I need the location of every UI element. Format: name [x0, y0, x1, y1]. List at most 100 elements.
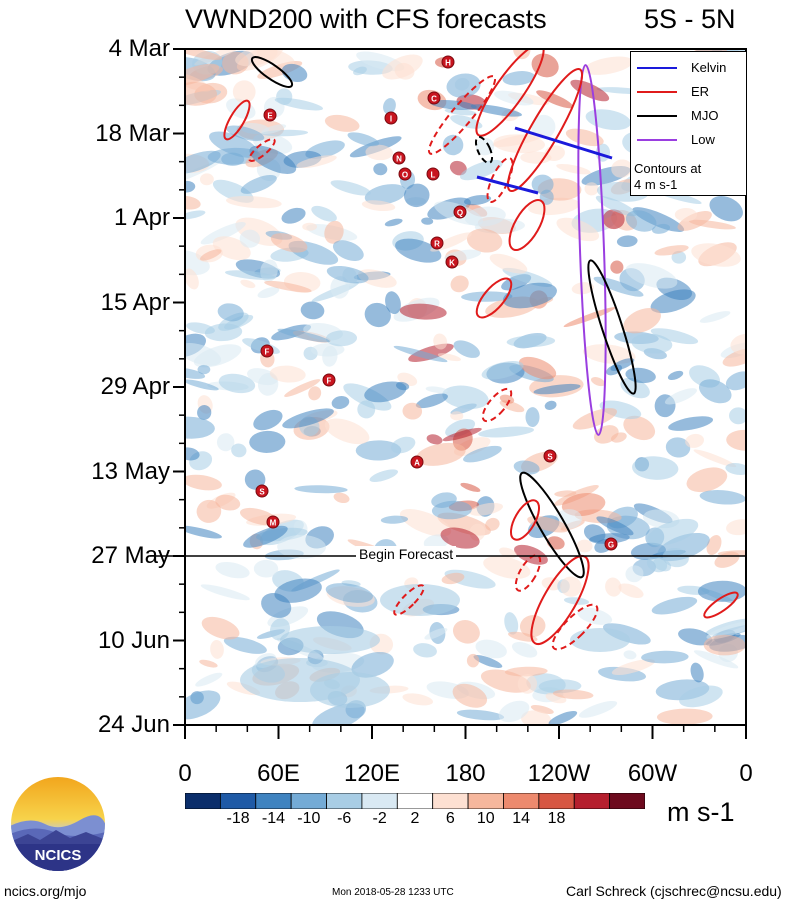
anomaly-patch — [463, 445, 502, 463]
legend-swatch-kelvin — [637, 67, 677, 69]
wave-contours — [223, 49, 739, 651]
anomaly-patch — [355, 440, 402, 461]
anomaly-patch — [185, 525, 222, 539]
legend-label-kelvin: Kelvin — [691, 60, 727, 75]
anomaly-patch — [185, 268, 199, 290]
anomaly-patch — [584, 182, 599, 196]
anomaly-patch — [531, 174, 554, 194]
colorbar-tick-label: -2 — [372, 810, 387, 827]
colorbar-swatch — [219, 793, 257, 809]
ncics-logo: NCICS — [11, 777, 105, 871]
y-tick-label: 1 Apr — [113, 204, 170, 231]
anomaly-patch — [651, 223, 671, 234]
anomaly-patch — [200, 222, 246, 245]
anomaly-patch — [610, 260, 624, 274]
storm-marker: O — [398, 167, 412, 181]
anomaly-patch — [185, 416, 215, 439]
legend-swatch-mjo — [637, 115, 677, 117]
anomaly-patch — [641, 650, 689, 664]
anomaly-patch — [440, 527, 480, 549]
anomaly-patch — [185, 379, 219, 391]
storm-marker: M — [266, 515, 280, 529]
anomaly-patch — [693, 449, 737, 468]
wave-contour — [519, 471, 585, 579]
anomaly-patch — [654, 245, 689, 256]
anomaly-patch — [185, 81, 218, 106]
anomaly-patch — [625, 210, 657, 232]
y-tick-label: 24 Jun — [97, 711, 170, 738]
anomaly-patch — [347, 132, 380, 147]
kelvin-contour — [476, 175, 539, 195]
anomaly-patch — [226, 125, 265, 142]
storm-marker-letter: K — [449, 259, 455, 268]
anomaly-patch — [726, 519, 746, 536]
anomaly-patch — [200, 249, 222, 261]
wind-field-shading — [185, 49, 746, 725]
anomaly-patch — [554, 490, 577, 497]
wave-contour — [475, 49, 545, 137]
storm-marker: R — [430, 236, 444, 250]
storm-marker: S — [255, 484, 269, 498]
begin-forecast-label: Begin Forecast — [356, 546, 457, 562]
anomaly-patch — [623, 308, 661, 334]
storm-marker: C — [427, 91, 441, 105]
anomaly-patch — [442, 134, 464, 156]
anomaly-patch — [498, 700, 530, 723]
anomaly-patch — [686, 467, 728, 493]
contour-note-line2: 4 m s-1 — [634, 177, 678, 192]
anomaly-patch — [239, 229, 261, 248]
anomaly-patch — [706, 621, 746, 640]
anomaly-patch — [399, 303, 447, 320]
anomaly-patch — [361, 200, 396, 212]
anomaly-patch — [324, 220, 344, 244]
wave-contour — [587, 259, 637, 395]
anomaly-patch — [215, 494, 241, 511]
y-tick-label: 4 Mar — [108, 35, 170, 62]
anomaly-patch — [511, 641, 538, 658]
anomaly-patch — [625, 565, 644, 583]
storm-marker-letter: I — [390, 115, 392, 124]
site-url[interactable]: ncics.org/mjo — [4, 883, 87, 899]
storm-marker: G — [604, 537, 618, 551]
anomaly-patch — [460, 159, 503, 181]
storm-marker-letter: H — [445, 59, 451, 68]
anomaly-patch — [668, 416, 714, 431]
wave-contour — [474, 136, 494, 164]
anomaly-patch — [499, 394, 515, 404]
colorbar-swatch — [396, 793, 434, 809]
anomaly-patch — [602, 623, 651, 645]
anomaly-patch — [631, 333, 673, 354]
anomaly-patch — [548, 710, 578, 725]
anomaly-patch — [437, 353, 462, 362]
storm-marker: F — [260, 344, 274, 358]
storm-marker-letter: F — [327, 377, 332, 386]
anomaly-patch — [249, 430, 286, 453]
anomaly-patch — [300, 301, 325, 320]
anomaly-patch — [563, 307, 616, 328]
anomaly-patch — [311, 205, 337, 222]
anomaly-patch — [453, 340, 480, 358]
anomaly-patch — [582, 344, 636, 365]
anomaly-patch — [525, 407, 540, 427]
wave-contour — [250, 56, 294, 88]
colorbar-tick-label: 6 — [445, 810, 455, 827]
anomaly-patch — [605, 577, 622, 597]
anomaly-patch — [618, 583, 644, 598]
anomaly-patch — [665, 437, 691, 458]
anomaly-patch — [544, 400, 557, 410]
contour-note-line1: Contours at — [634, 161, 702, 176]
anomaly-patch — [481, 360, 524, 380]
anomaly-patch — [699, 490, 746, 505]
storm-marker-letter: Q — [457, 209, 463, 218]
anomaly-patch — [700, 588, 735, 604]
anomaly-patch — [572, 408, 617, 430]
anomaly-patch — [602, 209, 625, 230]
anomaly-patch — [277, 328, 330, 343]
y-tick-label: 15 Apr — [100, 288, 170, 316]
anomaly-patch — [380, 584, 460, 616]
colorbar — [185, 793, 645, 809]
anomaly-patch — [185, 63, 220, 87]
author-credit: Carl Schreck (cjschrec@ncsu.edu) — [566, 883, 782, 899]
anomaly-patch — [364, 302, 391, 328]
